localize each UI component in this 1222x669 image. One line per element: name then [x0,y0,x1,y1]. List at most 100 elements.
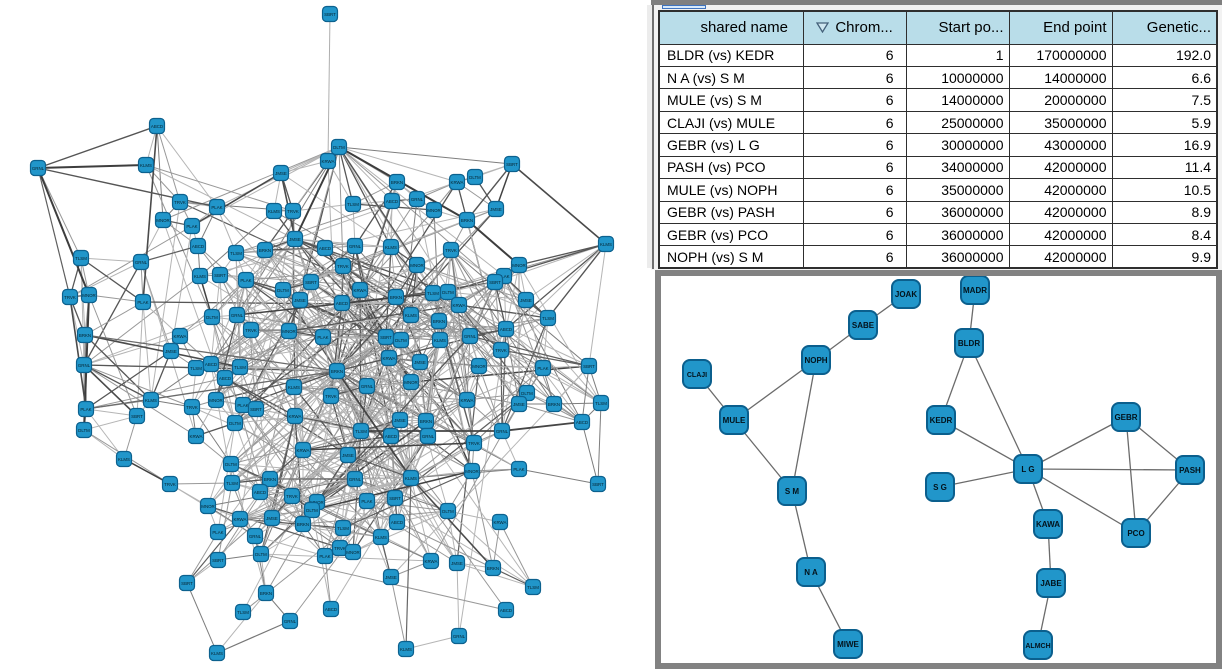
svg-text:MNOR: MNOR [209,398,222,403]
svg-text:KLMS: KLMS [140,163,152,168]
svg-text:JMSE: JMSE [289,237,301,242]
svg-text:KLMS: KLMS [118,457,130,462]
svg-text:KLMS: KLMS [194,274,206,279]
svg-text:SBRT: SBRT [305,280,317,285]
svg-text:S G: S G [933,483,947,492]
svg-text:N A: N A [804,568,818,577]
svg-text:GRNL: GRNL [411,197,424,202]
svg-text:GRNL: GRNL [78,363,91,368]
svg-text:DLTM: DLTM [255,552,267,557]
svg-text:ABCD: ABCD [192,244,204,249]
svg-text:BRKN: BRKN [79,333,91,338]
svg-text:MADR: MADR [963,286,987,295]
svg-text:GRNL: GRNL [422,434,435,439]
svg-text:SBRT: SBRT [583,364,595,369]
svg-text:TLSM: TLSM [527,585,539,590]
svg-text:GRNL: GRNL [349,477,362,482]
svg-text:ABCD: ABCD [500,608,512,613]
svg-text:MNOR: MNOR [282,329,295,334]
svg-text:JOAK: JOAK [895,290,917,299]
svg-text:TLSM: TLSM [237,610,249,615]
svg-text:KEDR: KEDR [930,416,953,425]
svg-text:SBRT: SBRT [250,407,262,412]
svg-text:KLMS: KLMS [400,647,412,652]
svg-text:DLTM: DLTM [521,391,533,396]
svg-text:JMSE: JMSE [414,360,426,365]
svg-text:TRVK: TRVK [337,264,349,269]
svg-text:ABCD: ABCD [254,490,266,495]
svg-text:KRWA: KRWA [234,517,247,522]
svg-text:GRNL: GRNL [453,634,466,639]
svg-text:BRKN: BRKN [548,402,560,407]
svg-text:MNOR: MNOR [410,263,423,268]
svg-text:KRWA: KRWA [461,398,474,403]
svg-text:BRKN: BRKN [461,218,473,223]
svg-text:DLTM: DLTM [442,509,454,514]
svg-text:BRKN: BRKN [264,477,276,482]
svg-text:GEBR: GEBR [1114,413,1137,422]
svg-text:ABCD: ABCD [205,362,217,367]
svg-text:TLSM: TLSM [234,365,246,370]
svg-text:MNOR: MNOR [427,208,440,213]
svg-text:SBRT: SBRT [506,162,518,167]
svg-text:KRWA: KRWA [354,288,367,293]
svg-text:JMSE: JMSE [451,561,463,566]
svg-text:PLAK: PLAK [212,530,223,535]
svg-text:MNOR: MNOR [472,364,485,369]
svg-text:ALMCH: ALMCH [1025,643,1050,650]
svg-text:DLTM: DLTM [306,508,318,513]
svg-text:JMSE: JMSE [490,207,502,212]
svg-text:DLTM: DLTM [442,290,454,295]
svg-text:JMSE: JMSE [342,453,354,458]
svg-text:PASH: PASH [1179,466,1201,475]
svg-text:PLAK: PLAK [537,366,548,371]
svg-text:PLAK: PLAK [319,554,330,559]
svg-text:TLSM: TLSM [226,481,238,486]
svg-text:KRWA: KRWA [297,448,310,453]
svg-text:JMSE: JMSE [513,402,525,407]
svg-text:TRVK: TRVK [245,328,257,333]
svg-text:JMSE: JMSE [520,298,532,303]
svg-text:TRVK: TRVK [287,209,299,214]
svg-text:ABCD: ABCD [391,520,403,525]
svg-text:TRVK: TRVK [445,248,457,253]
svg-text:JMSE: JMSE [266,516,278,521]
svg-text:DLTM: DLTM [229,421,241,426]
svg-text:BRKN: BRKN [260,591,272,596]
svg-text:TLSM: TLSM [337,526,349,531]
svg-text:MNOR: MNOR [404,380,417,385]
svg-text:PLAK: PLAK [317,335,328,340]
svg-text:KLMS: KLMS [385,245,397,250]
svg-text:SBRT: SBRT [380,335,392,340]
svg-text:GRNL: GRNL [135,260,148,265]
svg-text:GRNL: GRNL [464,334,477,339]
svg-text:BRKN: BRKN [487,566,499,571]
svg-text:TLSM: TLSM [355,429,367,434]
svg-text:MNOR: MNOR [201,504,214,509]
svg-text:GRNL: GRNL [231,313,244,318]
svg-text:JABE: JABE [1040,579,1062,588]
svg-text:KLMS: KLMS [145,398,157,403]
svg-text:GRNL: GRNL [496,429,509,434]
svg-text:BRKN: BRKN [391,180,403,185]
svg-text:PLAK: PLAK [498,274,509,279]
svg-text:TRVK: TRVK [286,494,298,499]
svg-text:PLAK: PLAK [211,205,222,210]
svg-text:TRVK: TRVK [325,394,337,399]
svg-text:ABCD: ABCD [500,327,512,332]
svg-text:ABCD: ABCD [219,376,231,381]
svg-text:KRWA: KRWA [425,559,438,564]
svg-text:TRVK: TRVK [174,200,186,205]
svg-text:TLSM: TLSM [75,256,87,261]
svg-text:KRWA: KRWA [190,434,203,439]
svg-text:KRWA: KRWA [453,303,466,308]
svg-text:GRNL: GRNL [349,244,362,249]
svg-text:L G: L G [1021,465,1034,474]
svg-text:DLTM: DLTM [469,175,481,180]
svg-text:MNOR: MNOR [465,469,478,474]
svg-text:DLTM: DLTM [333,145,345,150]
svg-text:KRWA: KRWA [322,159,335,164]
svg-text:PCO: PCO [1127,529,1144,538]
svg-text:BRKN: BRKN [390,295,402,300]
svg-text:KLMS: KLMS [268,209,280,214]
